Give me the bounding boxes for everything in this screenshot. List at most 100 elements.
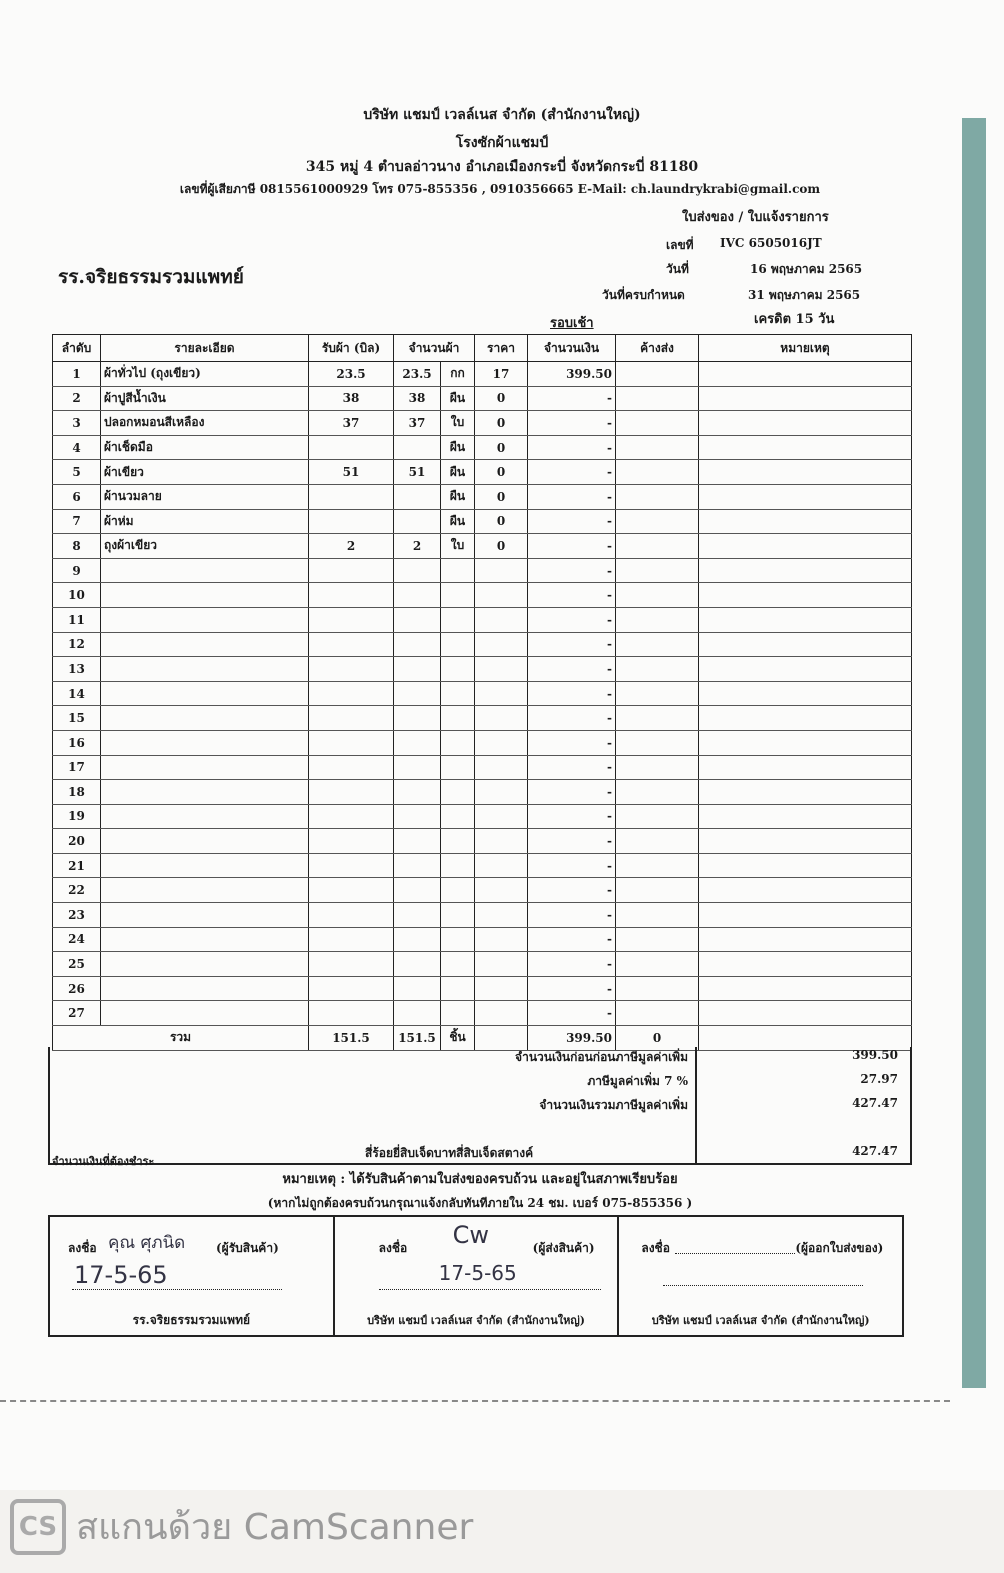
handwritten-signature: Cw bbox=[452, 1221, 490, 1249]
row-pending bbox=[615, 877, 699, 904]
subtotal-label: จำนวนเงินก่อนก่อนภาษีมูลค่าเพิ่ม bbox=[515, 1050, 688, 1064]
row-pending bbox=[615, 533, 699, 559]
row-note bbox=[698, 729, 912, 756]
row-description bbox=[100, 951, 309, 977]
col-header: รับผ้า (บิล) bbox=[308, 334, 394, 362]
row-note bbox=[698, 754, 912, 781]
row-price bbox=[474, 754, 528, 781]
row-number: 14 bbox=[52, 680, 101, 707]
row-unit: ผืน bbox=[440, 483, 475, 510]
row-number: 13 bbox=[52, 656, 101, 682]
row-unit: ผืน bbox=[440, 385, 475, 412]
document-title: ใบส่งของ / ใบแจ้งรายการ bbox=[682, 210, 829, 225]
issuer-signature-box: ลงชื่อ (ผู้ออกใบส่งของ) บริษัท แชมป์ เวล… bbox=[619, 1217, 902, 1335]
table-row: 27 - bbox=[52, 1000, 912, 1027]
row-qty bbox=[393, 754, 441, 781]
doc-no-label: เลขที่ bbox=[666, 238, 694, 252]
row-amount: - bbox=[527, 557, 616, 584]
watermark-text: สแกนด้วย CamScanner bbox=[76, 1507, 474, 1548]
table-header-row: ลำดับ รายละเอียด รับผ้า (บิล) จำนวนผ้า ร… bbox=[52, 334, 912, 362]
row-received: 2 bbox=[308, 533, 394, 559]
row-note bbox=[698, 803, 912, 830]
row-pending bbox=[615, 828, 699, 854]
row-received bbox=[308, 951, 394, 977]
row-qty bbox=[393, 1000, 441, 1027]
row-received bbox=[308, 729, 394, 756]
row-price: 0 bbox=[474, 410, 528, 436]
row-qty bbox=[393, 779, 441, 805]
row-amount: - bbox=[527, 410, 616, 436]
table-row: 16 - bbox=[52, 729, 912, 756]
row-unit: ใบ bbox=[440, 533, 475, 559]
row-note bbox=[698, 656, 912, 682]
row-description bbox=[100, 656, 309, 682]
table-row: 8 ถุงผ้าเขียว 2 2 ใบ 0- bbox=[52, 533, 912, 559]
row-pending bbox=[615, 680, 699, 707]
row-unit: ใบ bbox=[440, 410, 475, 436]
table-row: 22 - bbox=[52, 877, 912, 904]
row-note bbox=[698, 582, 912, 608]
row-pending bbox=[615, 754, 699, 781]
row-received bbox=[308, 828, 394, 854]
row-unit bbox=[440, 1000, 475, 1027]
row-amount: - bbox=[527, 656, 616, 682]
row-number: 25 bbox=[52, 951, 101, 977]
row-unit bbox=[440, 729, 475, 756]
table-row: 21 - bbox=[52, 852, 912, 879]
row-price bbox=[474, 803, 528, 830]
row-description: ผ้าห่ม bbox=[100, 508, 309, 535]
total-received: 151.5 bbox=[308, 1025, 394, 1051]
row-description bbox=[100, 803, 309, 830]
row-qty: 51 bbox=[393, 459, 441, 485]
row-qty bbox=[393, 902, 441, 928]
row-number: 12 bbox=[52, 631, 101, 658]
row-qty bbox=[393, 557, 441, 584]
row-note bbox=[698, 434, 912, 461]
row-description bbox=[100, 926, 309, 953]
row-received bbox=[308, 975, 394, 1002]
due-date: 31 พฤษภาคม 2565 bbox=[748, 288, 861, 302]
row-amount: - bbox=[527, 680, 616, 707]
signer-role: (ผู้รับสินค้า) bbox=[216, 1241, 279, 1255]
row-number: 2 bbox=[52, 385, 101, 412]
row-note bbox=[698, 361, 912, 387]
row-unit: ผืน bbox=[440, 459, 475, 485]
company-name: บริษัท แชมป์ เวลล์เนส จำกัด (สำนักงานใหญ… bbox=[363, 107, 641, 123]
sign-label: ลงชื่อ bbox=[641, 1241, 670, 1255]
row-note bbox=[698, 533, 912, 559]
table-row: 12 - bbox=[52, 631, 912, 658]
row-number: 7 bbox=[52, 508, 101, 535]
row-number: 11 bbox=[52, 606, 101, 633]
cut-line bbox=[0, 1400, 950, 1402]
row-note bbox=[698, 951, 912, 977]
row-qty: 37 bbox=[393, 410, 441, 436]
row-received bbox=[308, 705, 394, 731]
row-number: 1 bbox=[52, 361, 101, 387]
row-description bbox=[100, 975, 309, 1002]
signer-role: (ผู้ส่งสินค้า) bbox=[532, 1241, 595, 1255]
row-unit: กก bbox=[440, 361, 475, 387]
table-row: 23 - bbox=[52, 902, 912, 928]
row-number: 16 bbox=[52, 729, 101, 756]
row-price: 0 bbox=[474, 459, 528, 485]
row-price: 17 bbox=[474, 361, 528, 387]
row-qty bbox=[393, 828, 441, 854]
row-qty: 23.5 bbox=[393, 361, 441, 387]
total-note-empty bbox=[698, 1025, 912, 1051]
row-qty bbox=[393, 877, 441, 904]
row-unit bbox=[440, 680, 475, 707]
row-qty bbox=[393, 656, 441, 682]
row-description: ผ้าทั่วไป (ถุงเขียว) bbox=[100, 361, 309, 387]
row-pending bbox=[615, 975, 699, 1002]
row-received bbox=[308, 582, 394, 608]
row-price bbox=[474, 606, 528, 633]
row-note bbox=[698, 483, 912, 510]
sign-label: ลงชื่อ bbox=[378, 1241, 408, 1255]
row-received bbox=[308, 483, 394, 510]
row-pending bbox=[615, 926, 699, 953]
row-number: 17 bbox=[52, 754, 101, 781]
table-row: 6 ผ้านวมลาย ผืน 0- bbox=[52, 483, 912, 510]
row-note bbox=[698, 975, 912, 1002]
row-description bbox=[100, 729, 309, 756]
row-unit bbox=[440, 779, 475, 805]
